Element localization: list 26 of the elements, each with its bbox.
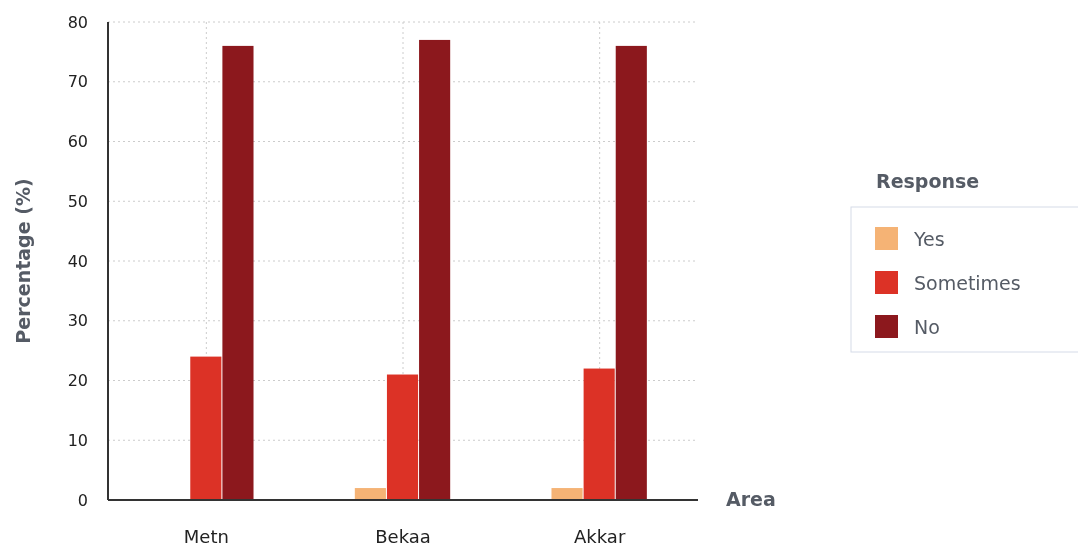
y-tick-label: 70	[67, 72, 88, 92]
legend-label: Yes	[913, 227, 945, 250]
bar	[386, 374, 419, 500]
x-tick-label: Metn	[183, 526, 229, 545]
y-tick-label: 20	[67, 371, 88, 391]
bar	[583, 368, 615, 500]
x-axis-title: Area	[726, 488, 776, 510]
y-tick-label: 10	[67, 430, 88, 450]
y-tick-label: 30	[67, 311, 88, 331]
bar	[222, 45, 254, 500]
bar	[551, 488, 583, 500]
bar	[615, 45, 647, 500]
y-tick-label: 80	[67, 12, 88, 32]
y-tick-label: 50	[67, 191, 88, 211]
y-tick-label: 60	[67, 132, 88, 152]
legend-label: No	[914, 315, 940, 338]
bar	[354, 488, 386, 500]
legend-label: Sometimes	[914, 271, 1021, 294]
y-tick-label: 40	[67, 251, 88, 271]
x-tick-label: Akkar	[574, 526, 626, 545]
x-tick-label: Bekaa	[375, 526, 431, 545]
legend-title: Response	[876, 170, 980, 192]
y-tick-label: 0	[77, 490, 88, 510]
bar	[190, 356, 222, 500]
bar	[419, 39, 451, 500]
y-axis-title: Percentage (%)	[12, 178, 34, 344]
